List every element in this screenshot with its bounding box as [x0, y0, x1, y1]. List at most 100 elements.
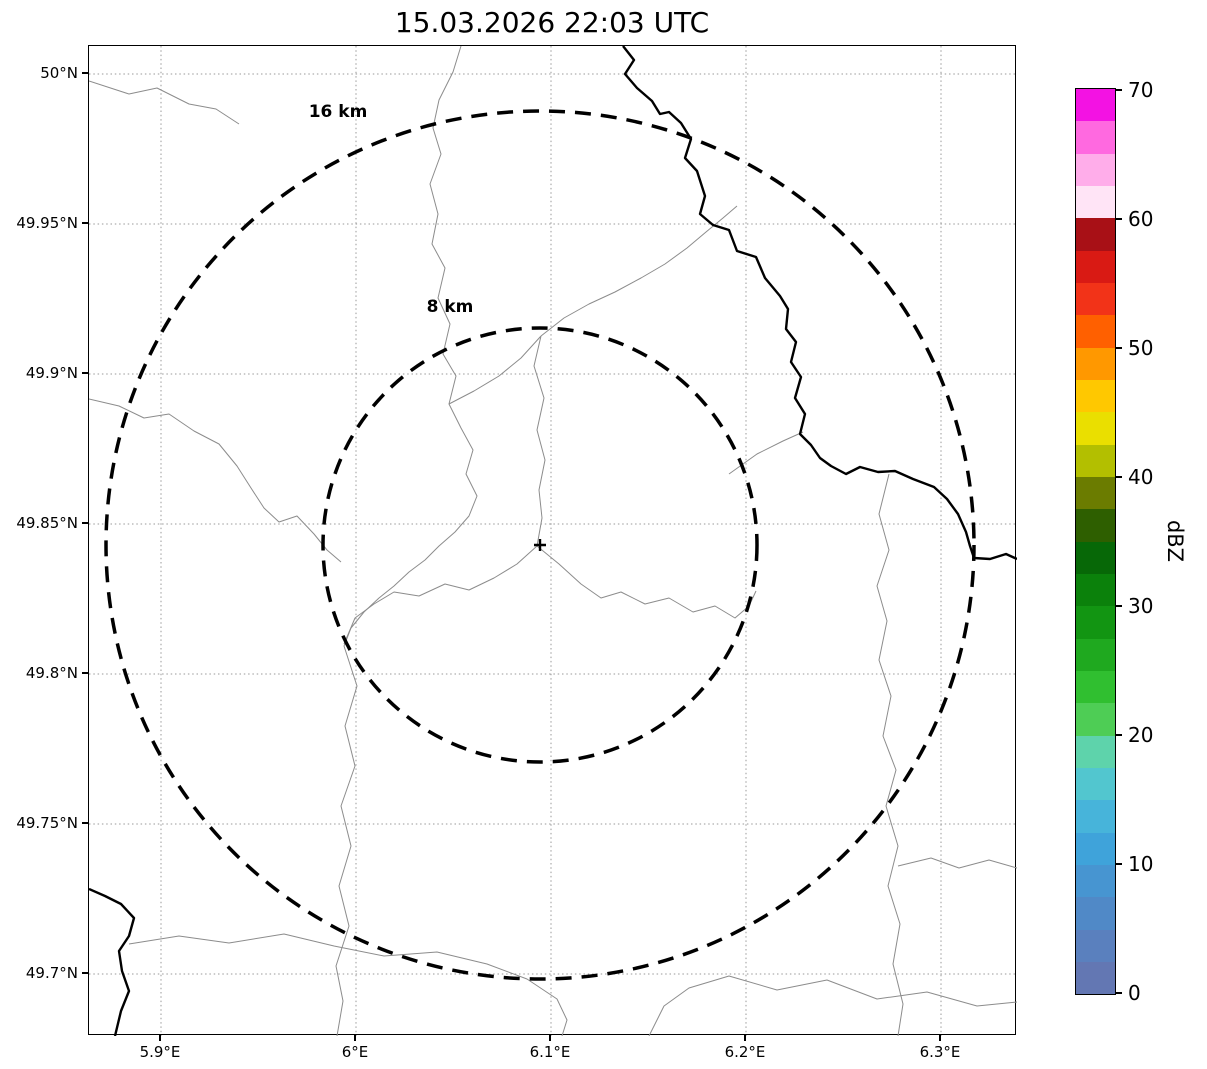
colorbar-tick-mark: [1116, 605, 1122, 607]
boundary-line: [728, 431, 804, 475]
colorbar-tick-label: 30: [1128, 594, 1154, 618]
axis-tick-mark: [354, 1035, 356, 1041]
boundary-line: [89, 398, 342, 563]
axis-tick-mark: [82, 372, 88, 374]
colorbar-segment: [1076, 961, 1115, 995]
map-plot: 16 km 8 km: [88, 45, 1017, 1036]
country-border-east: [622, 46, 1017, 561]
colorbar-tick-label: 70: [1128, 78, 1154, 102]
range-ring-label-16km: 16 km: [309, 102, 368, 122]
colorbar-segment: [1076, 573, 1115, 607]
colorbar-segment: [1076, 638, 1115, 671]
colorbar-segment: [1076, 864, 1115, 898]
colorbar-segment: [1076, 282, 1115, 316]
axis-tick-mark: [82, 822, 88, 824]
colorbar-segment: [1076, 929, 1115, 962]
boundary-line: [343, 545, 538, 645]
colorbar-unit-label: dBZ: [1163, 519, 1187, 563]
colorbar-segment: [1076, 250, 1115, 283]
colorbar-gradient: [1075, 88, 1116, 995]
colorbar-tick-label: 50: [1128, 336, 1154, 360]
lat-tick-label: 49.95°N: [16, 214, 78, 232]
colorbar-segment: [1076, 89, 1115, 122]
colorbar-segment: [1076, 153, 1115, 186]
colorbar-segment: [1076, 703, 1115, 736]
lon-tick-label: 6.1°E: [529, 1043, 571, 1061]
colorbar-segment: [1076, 541, 1115, 574]
boundary-line: [540, 205, 738, 337]
axis-tick-mark: [159, 1035, 161, 1041]
colorbar-segment: [1076, 185, 1115, 219]
axis-tick-mark: [82, 672, 88, 674]
colorbar-segment: [1076, 218, 1115, 251]
axis-tick-mark: [82, 222, 88, 224]
colorbar-segment: [1076, 606, 1115, 639]
colorbar-segment: [1076, 767, 1115, 801]
colorbar-tick-mark: [1116, 992, 1122, 994]
colorbar-segment: [1076, 444, 1115, 477]
colorbar-segment: [1076, 670, 1115, 704]
colorbar-tick-label: 20: [1128, 723, 1154, 747]
axis-tick-mark: [549, 1035, 551, 1041]
colorbar-segment: [1076, 121, 1115, 154]
graticule-gridlines: [89, 46, 1017, 1036]
boundary-line: [533, 335, 546, 547]
colorbar-tick-label: 60: [1128, 207, 1154, 231]
colorbar-tick-mark: [1116, 476, 1122, 478]
axis-tick-mark: [939, 1035, 941, 1041]
boundary-line: [343, 46, 478, 647]
boundary-line: [648, 975, 1017, 1036]
lon-tick-label: 5.9°E: [139, 1043, 181, 1061]
boundary-line: [448, 335, 542, 405]
lat-tick-label: 49.7°N: [25, 964, 78, 982]
axis-tick-mark: [744, 1035, 746, 1041]
lon-tick-label: 6°E: [341, 1043, 369, 1061]
boundary-line: [536, 545, 757, 619]
colorbar-segment: [1076, 315, 1115, 348]
map-canvas: 16 km 8 km: [89, 46, 1017, 1036]
range-ring-label-8km: 8 km: [427, 297, 474, 317]
colorbar-segment: [1076, 412, 1115, 445]
boundary-line: [897, 857, 1017, 869]
colorbar-segment: [1076, 509, 1115, 542]
lat-tick-label: 49.85°N: [16, 514, 78, 532]
colorbar-tick-mark: [1116, 89, 1122, 91]
colorbar-segment: [1076, 897, 1115, 930]
colorbar-tick-mark: [1116, 734, 1122, 736]
colorbar-segment: [1076, 476, 1115, 510]
lat-tick-label: 49.9°N: [25, 364, 78, 382]
country-border-southwest: [89, 887, 136, 1036]
colorbar-segment: [1076, 832, 1115, 865]
colorbar-tick-mark: [1116, 218, 1122, 220]
axis-tick-mark: [82, 972, 88, 974]
boundary-line: [89, 80, 240, 125]
plot-title: 15.03.2026 22:03 UTC: [394, 6, 710, 39]
axis-tick-mark: [82, 72, 88, 74]
lat-tick-label: 49.8°N: [25, 664, 78, 682]
lon-tick-label: 6.2°E: [724, 1043, 766, 1061]
range-ring-16km: [104, 109, 976, 981]
colorbar-tick-label: 40: [1128, 465, 1154, 489]
axis-tick-mark: [82, 522, 88, 524]
radar-range-rings: [104, 109, 976, 981]
colorbar-tick-mark: [1116, 347, 1122, 349]
lat-tick-label: 50°N: [40, 64, 78, 82]
colorbar-segment: [1076, 347, 1115, 380]
boundary-line: [876, 473, 904, 1036]
range-ring-8km: [321, 326, 759, 764]
admin-boundary-lines: [89, 46, 1017, 1036]
colorbar-tick-label: 0: [1128, 981, 1141, 1005]
colorbar-segment: [1076, 379, 1115, 413]
boundary-line: [128, 933, 568, 1036]
colorbar-segment: [1076, 735, 1115, 768]
boundary-line: [335, 645, 358, 1036]
colorbar-tick-mark: [1116, 863, 1122, 865]
colorbar-segment: [1076, 800, 1115, 833]
radar-center-marker: [534, 539, 546, 551]
lat-tick-label: 49.75°N: [16, 814, 78, 832]
country-border-lines: [89, 46, 1017, 1036]
colorbar-tick-label: 10: [1128, 852, 1154, 876]
lon-tick-label: 6.3°E: [919, 1043, 961, 1061]
colorbar: 0 10 20 30 40 50 60 70: [1075, 79, 1207, 1004]
